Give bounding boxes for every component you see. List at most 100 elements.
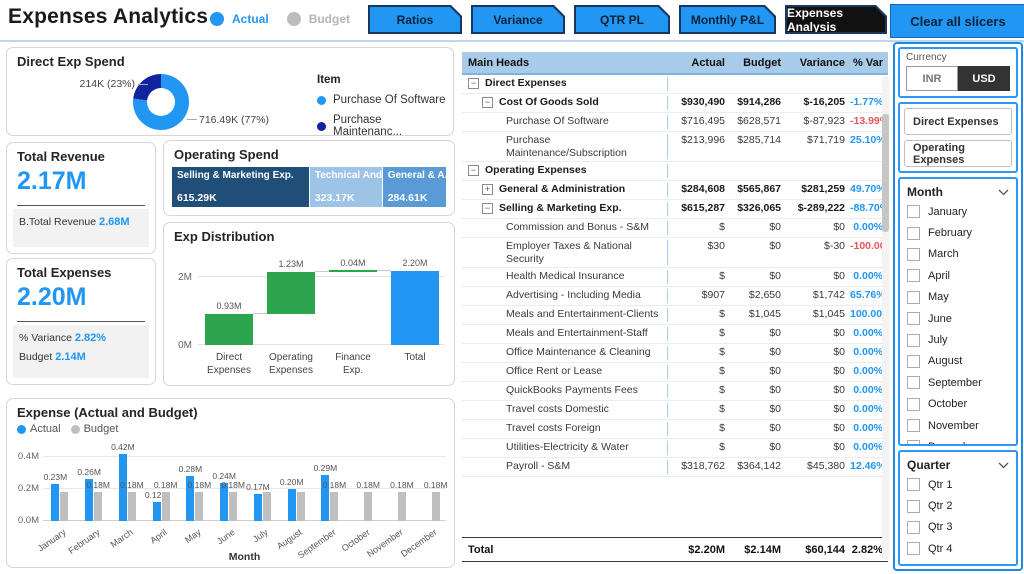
table-row-meals-and-entertainment-staff[interactable]: Meals and Entertainment-Staff $ $0 $0 0.00% <box>462 325 888 345</box>
month-item-october[interactable]: October <box>907 394 1009 415</box>
month-item-june[interactable]: June <box>907 308 1009 329</box>
quarter-item-qtr-4[interactable]: Qtr 4 <box>907 538 1009 559</box>
table-row-cost-of-goods-sold[interactable]: − Cost Of Goods Sold $930,490 $914,286 $-16,… <box>462 94 888 113</box>
budget-bar-march[interactable] <box>127 492 136 521</box>
table-row-purchase-of-software[interactable]: Purchase Of Software $716,495 $628,571 $-87… <box>462 113 888 132</box>
waterfall-bar-operating-expenses[interactable] <box>267 271 315 314</box>
month-september-checkbox[interactable] <box>907 376 920 390</box>
month-december-checkbox[interactable] <box>907 440 920 444</box>
month-november-checkbox[interactable] <box>907 419 920 433</box>
chevron-down-icon[interactable] <box>998 189 1009 196</box>
table-row-employer-taxes-national-security[interactable]: Employer Taxes & National Security $30 $0 $… <box>462 238 888 269</box>
table-row-general-administration[interactable]: + General & Administration $284,608 $565,86… <box>462 181 888 201</box>
clear-all-slicers-button[interactable]: Clear all slicers <box>890 4 1024 38</box>
quarter-qtr-3-checkbox[interactable] <box>907 520 920 534</box>
quarter-item-qtr-2[interactable]: Qtr 2 <box>907 495 1009 516</box>
nav-tab-monthly-p-l[interactable]: Monthly P&L <box>679 5 776 34</box>
table-row-quickbooks-payments-fees[interactable]: QuickBooks Payments Fees $ $0 $0 0.00% <box>462 382 888 402</box>
month-item-february[interactable]: February <box>907 222 1009 243</box>
actual-bar-may[interactable] <box>186 476 195 521</box>
month-january-checkbox[interactable] <box>907 205 920 219</box>
month-february-checkbox[interactable] <box>907 226 920 240</box>
collapse-icon[interactable]: − <box>468 165 479 177</box>
month-item-july[interactable]: July <box>907 329 1009 350</box>
treemap-tile-technical-and[interactable]: Technical And ... 323.17K <box>309 167 382 207</box>
month-item-december[interactable]: December <box>907 436 1009 444</box>
chevron-down-icon[interactable] <box>998 462 1009 469</box>
nav-tab-expenses-analysis[interactable]: Expenses Analysis <box>785 5 887 34</box>
legend-item-software[interactable]: Purchase Of Software <box>317 94 453 106</box>
actual-legend-label[interactable]: Actual <box>232 12 269 26</box>
budget-bar-december[interactable] <box>431 492 440 521</box>
currency-inr-button[interactable]: INR <box>906 66 958 91</box>
actual-bar-april[interactable] <box>152 501 161 521</box>
budget-bar-october[interactable] <box>364 492 373 521</box>
month-july-checkbox[interactable] <box>907 333 920 347</box>
waterfall-bar-direct-expenses[interactable] <box>205 313 253 345</box>
actual-bar-june[interactable] <box>220 482 229 521</box>
scrollbar-thumb[interactable] <box>882 114 889 232</box>
table-row-office-maintenance-cleaning[interactable]: Office Maintenance & Cleaning $ $0 $0 0.00% <box>462 344 888 364</box>
quarter-item-qtr-3[interactable]: Qtr 3 <box>907 517 1009 538</box>
nav-tab-qtr-pl[interactable]: QTR PL <box>574 5 670 34</box>
nav-tab-ratios[interactable]: Ratios <box>368 5 462 34</box>
month-august-checkbox[interactable] <box>907 354 920 368</box>
collapse-icon[interactable]: − <box>468 78 479 89</box>
budget-bar-november[interactable] <box>397 492 406 521</box>
month-item-may[interactable]: May <box>907 287 1009 308</box>
month-april-checkbox[interactable] <box>907 269 920 283</box>
table-row-direct-expenses[interactable]: − Direct Expenses <box>462 75 888 94</box>
column-main-heads[interactable]: Main Heads <box>468 56 530 69</box>
month-october-checkbox[interactable] <box>907 397 920 411</box>
month-june-checkbox[interactable] <box>907 312 920 326</box>
quarter-slicer-header[interactable]: Quarter <box>907 456 1009 474</box>
budget-bar-july[interactable] <box>262 492 271 521</box>
month-march-checkbox[interactable] <box>907 247 920 261</box>
column-variance[interactable]: Variance <box>799 56 845 69</box>
quarter-item-qtr-1[interactable]: Qtr 1 <box>907 474 1009 495</box>
budget-legend-label[interactable]: Budget <box>308 12 351 26</box>
actual-bar-march[interactable] <box>118 453 127 521</box>
table-row-meals-and-entertainment-clients[interactable]: Meals and Entertainment-Clients $ $1,045 $1… <box>462 306 888 326</box>
table-row-payroll-s-m[interactable]: Payroll - S&M $318,762 $364,142 $45,380 12.4… <box>462 458 888 478</box>
table-row-travel-costs-domestic[interactable]: Travel costs Domestic $ $0 $0 0.00% <box>462 401 888 421</box>
budget-bar-august[interactable] <box>296 492 305 521</box>
month-item-september[interactable]: September <box>907 372 1009 393</box>
budget-bar-june[interactable] <box>229 492 238 521</box>
quarter-qtr-2-checkbox[interactable] <box>907 499 920 513</box>
actual-bar-february[interactable] <box>85 479 94 521</box>
table-row-purchase-maintenance-subscription[interactable]: Purchase Maintenance/Subscription $213,99… <box>462 132 888 163</box>
budget-bar-september[interactable] <box>330 492 339 521</box>
month-item-march[interactable]: March <box>907 244 1009 265</box>
column-actual[interactable]: Actual <box>691 56 725 69</box>
actual-legend-dot-icon[interactable] <box>210 12 224 26</box>
column-budget[interactable]: Budget <box>743 56 781 69</box>
table-row-selling-marketing-exp[interactable]: − Selling & Marketing Exp. $615,287 $326,06… <box>462 200 888 220</box>
expand-icon[interactable]: + <box>482 184 493 196</box>
month-item-april[interactable]: April <box>907 265 1009 286</box>
donut-chart[interactable] <box>133 74 189 130</box>
actual-bar-january[interactable] <box>51 484 60 521</box>
treemap-tile-selling-marketing-exp[interactable]: Selling & Marketing Exp. 615.29K <box>172 167 309 207</box>
month-item-january[interactable]: January <box>907 201 1009 222</box>
table-row-advertising-including-media[interactable]: Advertising - Including Media $907 $2,650 $… <box>462 287 888 307</box>
nav-tab-variance[interactable]: Variance <box>471 5 565 34</box>
table-row-operating-expenses[interactable]: − Operating Expenses <box>462 162 888 182</box>
actual-bar-september[interactable] <box>321 474 330 521</box>
actual-bar-august[interactable] <box>287 489 296 521</box>
month-slicer-header[interactable]: Month <box>907 183 1009 201</box>
operating-expenses-button[interactable]: Operating Expenses <box>904 140 1012 167</box>
table-row-health-medical-insurance[interactable]: Health Medical Insurance $ $0 $0 0.00% <box>462 268 888 288</box>
legend-item-maintenance[interactable]: Purchase Maintenanc... <box>317 114 453 138</box>
budget-bar-april[interactable] <box>161 492 170 521</box>
table-row-office-rent-or-lease[interactable]: Office Rent or Lease $ $0 $0 0.00% <box>462 363 888 383</box>
budget-bar-may[interactable] <box>195 492 204 521</box>
treemap-tile-general-a[interactable]: General & A... 284.61K <box>382 167 446 207</box>
month-item-november[interactable]: November <box>907 415 1009 436</box>
table-row-utilities-electricity-water[interactable]: Utilities-Electricity & Water $ $0 $0 0.00% <box>462 439 888 459</box>
table-scrollbar[interactable] <box>882 76 889 560</box>
direct-expenses-button[interactable]: Direct Expenses <box>904 108 1012 135</box>
collapse-icon[interactable]: − <box>482 97 493 108</box>
actual-bar-july[interactable] <box>253 493 262 521</box>
quarter-qtr-1-checkbox[interactable] <box>907 478 920 492</box>
